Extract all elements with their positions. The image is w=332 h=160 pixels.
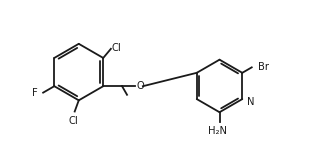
Text: F: F — [32, 88, 38, 98]
Text: Br: Br — [258, 62, 269, 72]
Text: Cl: Cl — [112, 43, 122, 53]
Text: H₂N: H₂N — [208, 126, 227, 136]
Text: Cl: Cl — [69, 116, 79, 126]
Text: O: O — [136, 81, 144, 91]
Text: N: N — [247, 97, 254, 107]
